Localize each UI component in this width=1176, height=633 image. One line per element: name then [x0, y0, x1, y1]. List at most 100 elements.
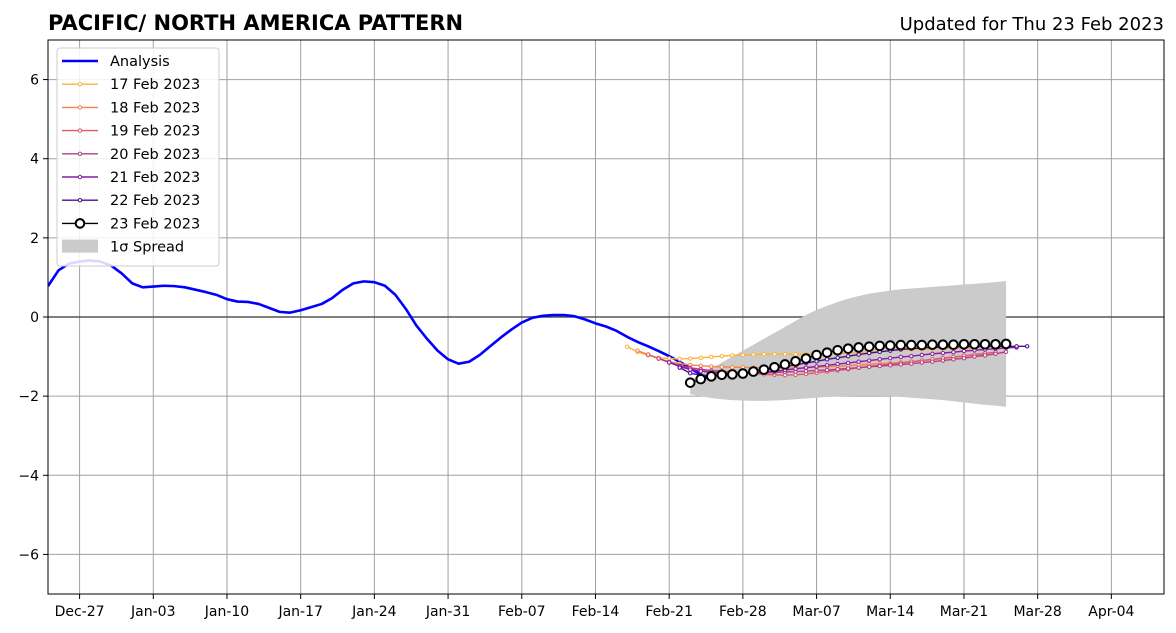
current-forecast-point — [906, 339, 917, 351]
forecast-point — [772, 351, 777, 357]
forecast-point — [909, 353, 914, 359]
legend-entry: 18 Feb 2023 — [62, 100, 200, 116]
forecast-point — [709, 354, 714, 360]
x-tick-label: Feb-28 — [719, 604, 767, 620]
current-forecast-point — [927, 339, 938, 351]
forecast-point — [845, 353, 851, 359]
legend-label: 22 Feb 2023 — [110, 193, 200, 209]
forecast-point — [814, 368, 819, 373]
current-forecast-point — [737, 368, 749, 379]
current-forecast-point — [916, 339, 928, 351]
current-forecast-point — [969, 339, 980, 350]
forecast-point — [730, 365, 735, 370]
y-tick-label: 4 — [30, 152, 39, 168]
forecast-point — [1024, 344, 1030, 349]
legend-entry: 17 Feb 2023 — [62, 77, 200, 93]
current-forecast-point — [1000, 338, 1012, 350]
legend-marker — [77, 151, 83, 157]
forecast-point — [888, 363, 893, 368]
y-tick-label: 6 — [30, 73, 39, 89]
legend-entry: Analysis — [62, 54, 170, 70]
forecast-point — [867, 358, 872, 363]
legend-label: 18 Feb 2023 — [110, 100, 200, 116]
chart-subtitle: Updated for Thu 23 Feb 2023 — [900, 14, 1164, 35]
legend-label: 19 Feb 2023 — [110, 124, 200, 140]
current-forecast-point — [695, 373, 707, 385]
forecast-point — [856, 365, 861, 370]
x-tick-label: Jan-03 — [130, 604, 175, 620]
forecast-point — [824, 367, 830, 373]
forecast-point — [656, 356, 661, 361]
x-tick-label: Dec-27 — [55, 604, 105, 620]
forecast-point — [698, 355, 703, 360]
forecast-point — [824, 363, 830, 368]
forecast-point — [940, 350, 946, 356]
x-tick-label: Apr-04 — [1088, 604, 1134, 620]
forecast-point — [688, 367, 693, 372]
x-tick-label: Feb-21 — [645, 604, 693, 620]
forecast-point — [919, 360, 925, 365]
current-forecast-point — [716, 369, 728, 381]
forecast-point — [793, 351, 798, 357]
forecast-point — [972, 354, 977, 359]
forecast-line — [658, 351, 1007, 374]
forecast-point — [845, 360, 851, 366]
current-forecast-point — [832, 344, 843, 356]
current-forecast-point — [990, 339, 1001, 350]
legend-entry: 20 Feb 2023 — [62, 147, 200, 163]
forecast-point — [730, 353, 735, 358]
x-tick-label: Mar-14 — [866, 604, 914, 620]
current-forecast-series — [684, 338, 1012, 388]
x-tick-label: Feb-14 — [572, 604, 620, 620]
x-tick-label: Mar-07 — [792, 604, 840, 620]
legend-marker — [77, 198, 83, 203]
forecast-point — [803, 365, 809, 370]
current-forecast-point — [895, 339, 907, 351]
y-tick-label: −4 — [18, 468, 39, 484]
forecast-point — [677, 365, 682, 370]
forecast-point — [982, 353, 988, 358]
y-tick-label: −6 — [18, 547, 39, 563]
forecast-point — [835, 361, 840, 367]
current-forecast-point — [779, 359, 791, 370]
current-forecast-point — [684, 377, 696, 388]
forecast-point — [677, 356, 682, 362]
forecast-point — [856, 352, 861, 357]
forecast-point — [951, 357, 956, 362]
legend-box — [56, 47, 220, 267]
legend-label: 17 Feb 2023 — [110, 77, 200, 93]
current-forecast-point — [842, 343, 854, 354]
x-tick-label: Feb-07 — [498, 604, 546, 620]
legend-label: Analysis — [110, 54, 170, 70]
forecast-point — [719, 364, 725, 370]
x-tick-label: Mar-28 — [1013, 604, 1061, 620]
forecast-point — [782, 351, 788, 357]
forecast-point — [993, 351, 998, 357]
forecast-point — [751, 352, 756, 357]
axis-ticks: Dec-27 Jan-03 Jan-10 Jan-17 Jan-24 Jan-31 Feb-… — [18, 73, 1134, 620]
current-forecast-point — [727, 369, 738, 380]
forecast-point — [909, 361, 914, 366]
forecast-point — [930, 359, 935, 364]
forecast-point — [824, 357, 830, 362]
forecast-point — [930, 351, 935, 357]
legend-label: 1σ Spread — [110, 240, 184, 256]
forecast-point — [1003, 349, 1009, 355]
y-tick-label: 2 — [30, 231, 39, 247]
x-tick-label: Jan-31 — [425, 604, 470, 620]
current-forecast-point — [769, 361, 780, 373]
forecast-point — [688, 370, 693, 376]
forecast-point — [888, 355, 893, 361]
legend-label: 21 Feb 2023 — [110, 170, 200, 186]
forecast-point — [877, 357, 882, 362]
forecast-point — [761, 351, 767, 357]
legend-marker — [77, 82, 83, 87]
y-tick-label: 0 — [30, 310, 39, 326]
forecast-point — [624, 344, 630, 349]
legend-swatch — [62, 239, 98, 253]
x-tick-label: Mar-21 — [940, 604, 988, 620]
current-forecast-point — [874, 340, 886, 352]
forecast-point — [740, 352, 746, 358]
series-layer — [48, 259, 1030, 388]
current-forecast-point — [748, 366, 759, 377]
